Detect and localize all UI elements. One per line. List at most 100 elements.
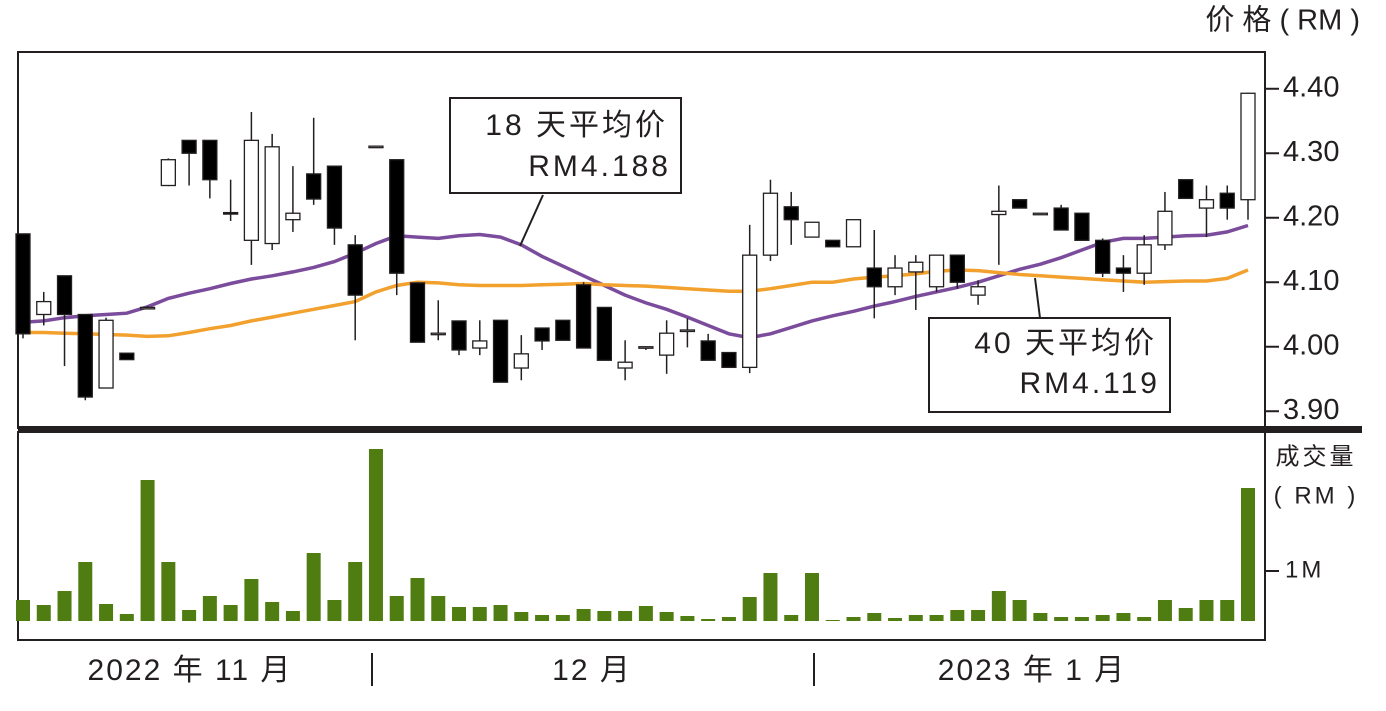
candle-body (555, 319, 571, 341)
volume-bar (431, 596, 446, 621)
y-tick-label: 4.40 (1283, 71, 1339, 103)
volume-bar (1116, 613, 1131, 621)
annotation-name: 40 天平均价 (974, 327, 1157, 360)
candle-body (181, 139, 197, 154)
y-tick-label: 4.20 (1283, 200, 1339, 232)
volume-bar (846, 617, 861, 621)
candle-body (347, 244, 363, 296)
candle-body (472, 340, 488, 349)
volume-bar (659, 612, 674, 621)
volume-bar (348, 562, 363, 621)
y-tick-label: 4.10 (1283, 265, 1339, 297)
candle-body (451, 320, 467, 351)
moving-average (22, 223, 1249, 340)
candle-body (1053, 207, 1069, 231)
candle-body (970, 286, 986, 296)
volume-bar (1095, 615, 1110, 621)
candle-body (1095, 239, 1111, 274)
candle-body (721, 351, 737, 369)
volume-bar (784, 615, 799, 621)
candle-body (762, 192, 779, 256)
annotations: 18 天平均价 RM4.188 40 天平均价 RM4.119 (449, 97, 1171, 413)
volume-bar (57, 591, 72, 621)
candle-body (1136, 244, 1152, 274)
candle-body (908, 261, 924, 273)
volume-bar (950, 610, 965, 621)
candle-body (658, 332, 675, 356)
volume-bar (410, 578, 425, 621)
volume-bar (1178, 608, 1193, 621)
candle-body (264, 146, 280, 245)
volume-bar (202, 596, 217, 621)
volume-bar (306, 553, 321, 621)
y-tick-label: 3.90 (1283, 394, 1339, 426)
volume-bar (721, 617, 736, 621)
y-tick-label: 4.30 (1283, 136, 1339, 168)
candle-body (534, 327, 550, 342)
panel-divider (18, 426, 1362, 433)
volume-title: ( RM ) (1274, 482, 1359, 509)
annotation-value: RM4.188 (528, 150, 671, 183)
annotation-box (449, 97, 682, 194)
volume-bar (929, 615, 944, 621)
volume-bar (535, 615, 550, 621)
candle-body (202, 139, 218, 181)
x-label: 2022 年 11 月 (88, 654, 293, 687)
candle-body (409, 282, 426, 343)
candle-body (804, 221, 820, 238)
candle-body (866, 267, 882, 288)
candle-body (1219, 192, 1235, 209)
candle-body (1157, 210, 1173, 246)
volume-bar (140, 480, 155, 621)
candle-body (306, 173, 322, 200)
volume-bar (285, 611, 300, 621)
volume-bar (244, 579, 259, 621)
candle-body (1011, 199, 1028, 209)
candle-body (513, 353, 529, 369)
candle-body (1074, 212, 1090, 241)
volume-bar (119, 614, 134, 621)
x-label: 2023 年 1 月 (938, 654, 1126, 687)
volume-bar (368, 449, 383, 621)
annotation-value: RM4.119 (1019, 367, 1160, 400)
volume-bar (701, 619, 716, 621)
volume-bar (36, 605, 51, 621)
candle-body (575, 284, 592, 349)
candle-body (119, 352, 135, 361)
volume-bar (1137, 617, 1152, 621)
candle-body (1240, 92, 1256, 201)
candle-body (139, 306, 156, 310)
pointer (519, 194, 544, 247)
volume-bar (223, 605, 238, 621)
y-tick-label: 4.00 (1283, 329, 1339, 361)
candle-body (326, 165, 343, 229)
volume-bar (1054, 617, 1069, 621)
candle-body (77, 313, 93, 398)
candle-body (492, 319, 509, 383)
candle-body (98, 319, 114, 389)
candle-body (222, 211, 239, 215)
pointer (1034, 277, 1041, 319)
volume-bar (1199, 600, 1214, 621)
volume-bar (638, 606, 653, 621)
volume-bar (680, 616, 695, 621)
candle-body (928, 254, 945, 288)
candle-body (638, 346, 654, 349)
candle-body (596, 306, 613, 361)
volume-bar (161, 562, 176, 621)
y-tick-label: 1M (1285, 556, 1324, 583)
price-axis-title: 价 格 ( RM ) (1205, 4, 1360, 37)
candle-body (679, 329, 696, 333)
candle-body (389, 159, 405, 274)
candle-body (783, 206, 799, 221)
candle-body (1198, 199, 1215, 209)
volume-bar (971, 610, 986, 621)
candle-body (617, 361, 633, 369)
volume-bar (265, 602, 280, 621)
volume-title: 成交量 (1276, 443, 1357, 470)
candle-body (1178, 179, 1194, 200)
volume-bar (182, 610, 197, 621)
volume-bar (742, 597, 757, 621)
candle-body (991, 210, 1007, 216)
candle-body (825, 239, 841, 248)
